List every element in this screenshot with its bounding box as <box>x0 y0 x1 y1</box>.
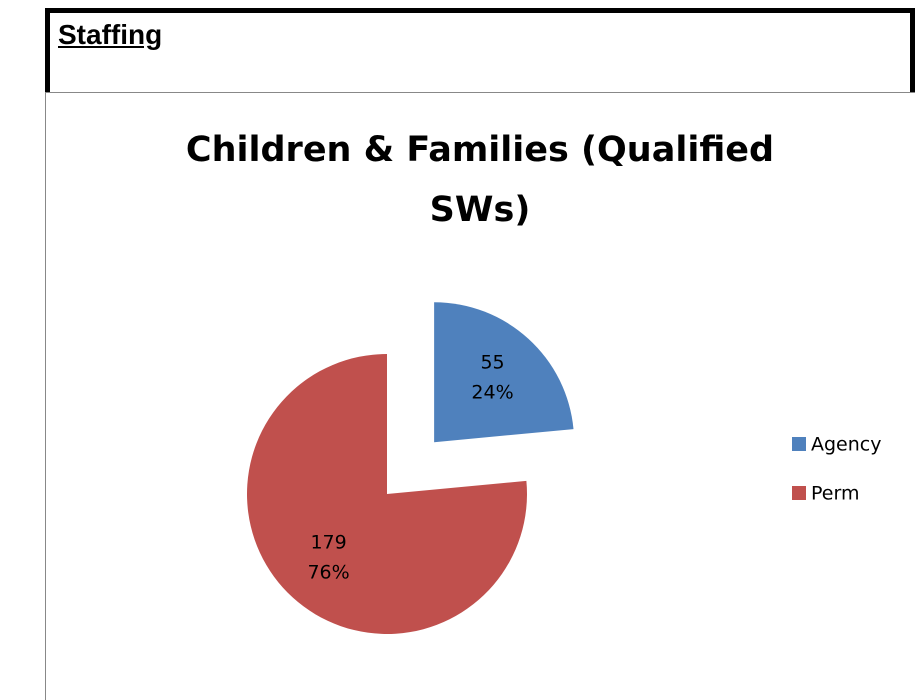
data-label: 55 <box>480 352 504 374</box>
percent-label: 76% <box>307 562 349 584</box>
chart-panel <box>45 92 915 700</box>
section-title: Staffing <box>58 19 163 50</box>
legend-swatch <box>792 486 806 500</box>
legend-swatch <box>792 437 806 451</box>
pie-slice <box>246 354 527 634</box>
legend-label: Perm <box>811 483 859 505</box>
data-label: 179 <box>310 532 346 554</box>
section-header: Staffing <box>45 8 915 92</box>
pie-slice <box>434 302 574 443</box>
chart-title: Children & Families (Qualified SWs) <box>185 130 775 230</box>
legend-label: Agency <box>811 434 881 456</box>
percent-label: 24% <box>471 382 513 404</box>
